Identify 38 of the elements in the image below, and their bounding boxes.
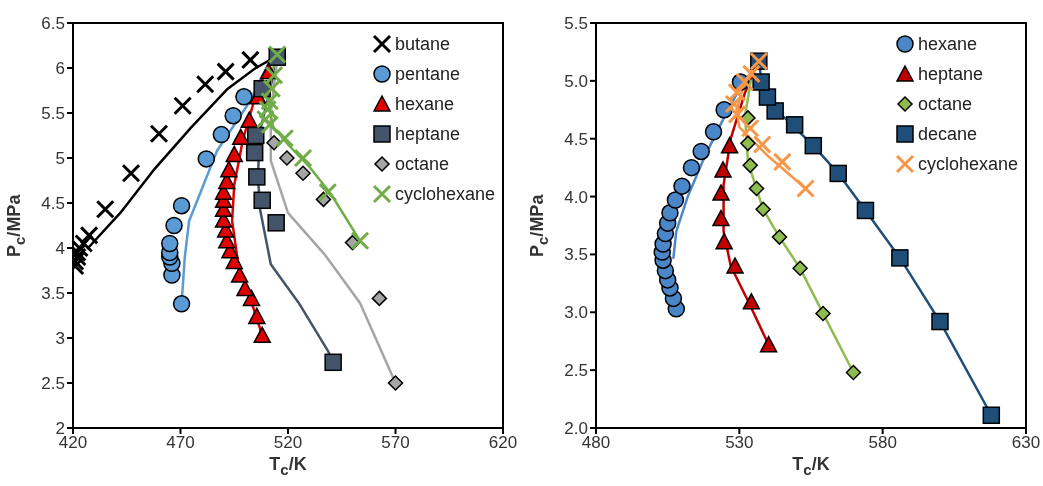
y-tick-label: 6 — [55, 59, 65, 79]
y-tick-label: 4.5 — [41, 194, 65, 214]
legend-label: pentane — [394, 63, 460, 86]
legend-label: octane — [394, 153, 449, 176]
x-tick-label: 480 — [581, 433, 611, 453]
y-tick-label: 4.5 — [564, 129, 588, 149]
legend-label: cyclohexane — [917, 153, 1018, 176]
y-tick-label: 3.5 — [41, 284, 65, 304]
y-tick-label: 5.5 — [564, 14, 588, 34]
x-tick-label: 620 — [488, 433, 518, 453]
y-tick-label: 5.0 — [564, 71, 588, 91]
x-tick-label: 420 — [58, 433, 88, 453]
y-tick-label: 3.0 — [564, 303, 588, 323]
legend-label: heptane — [394, 123, 460, 146]
legend-label: heptane — [917, 63, 983, 86]
y-tick-label: 5.5 — [41, 104, 65, 124]
x-tick-label: 530 — [725, 433, 754, 453]
legend-label: cyclohexane — [394, 183, 495, 206]
legend-label: octane — [917, 93, 972, 116]
x-tick-label: 570 — [381, 433, 410, 453]
x-tick-label: 520 — [273, 433, 303, 453]
x-tick-label: 630 — [1011, 433, 1041, 453]
y-tick-label: 3.5 — [564, 245, 588, 265]
y-tick-label: 4 — [55, 239, 65, 259]
legend-label: hexane — [917, 33, 977, 56]
y-tick-label: 4.0 — [564, 187, 588, 207]
y-tick-label: 5 — [55, 149, 65, 169]
x-axis-title: T$_{c}$/K — [791, 454, 831, 478]
y-tick-label: 3 — [55, 329, 65, 349]
y-tick-label: 2.5 — [564, 361, 588, 381]
x-tick-label: 470 — [166, 433, 195, 453]
legend-label: decane — [917, 123, 977, 146]
y-tick-label: 2.5 — [41, 374, 65, 394]
y-tick-label: 6.5 — [41, 14, 65, 34]
legend-label: hexane — [394, 93, 454, 116]
legend-label: butane — [394, 33, 450, 56]
x-tick-label: 580 — [868, 433, 897, 453]
x-axis-title: T$_{c}$/K — [268, 454, 308, 478]
